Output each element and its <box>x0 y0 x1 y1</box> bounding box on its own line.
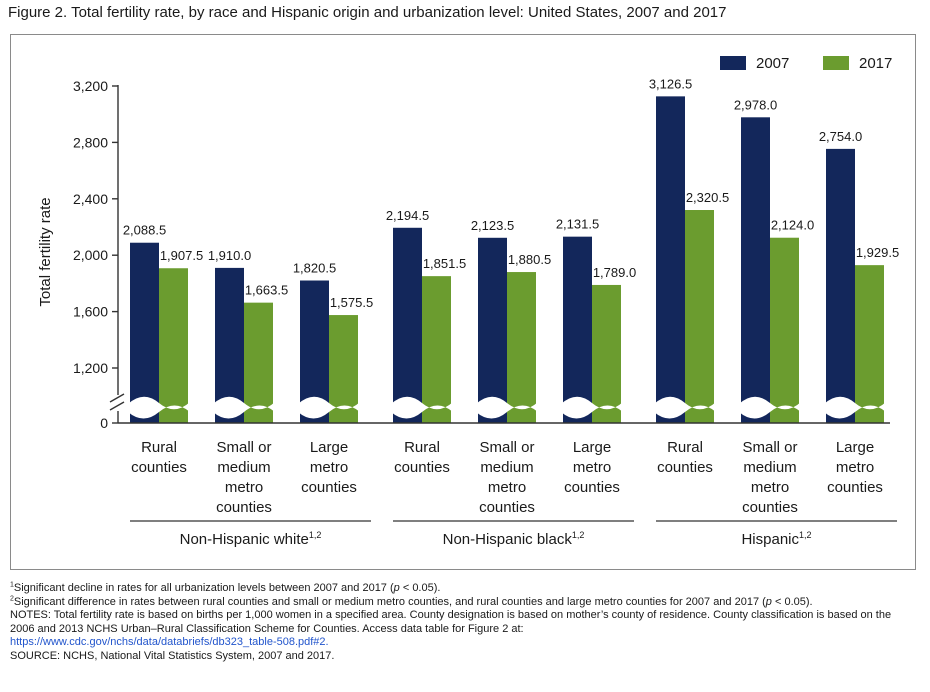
bar-2007 <box>656 96 685 423</box>
bar-2007 <box>393 227 422 423</box>
data-label: 1,851.5 <box>423 256 466 271</box>
data-table-link[interactable]: https://www.cdc.gov/nchs/data/databriefs… <box>10 636 329 648</box>
category-label: Large <box>573 439 611 456</box>
data-label: 1,820.5 <box>293 261 336 276</box>
category-label: Small or <box>742 439 797 456</box>
chart-frame <box>10 34 916 570</box>
axis-break-gap <box>824 396 886 419</box>
category-label: metro <box>573 459 611 476</box>
category-label: counties <box>394 459 450 476</box>
legend-label-2017: 2017 <box>859 55 892 72</box>
bar-2007 <box>130 242 159 423</box>
data-label: 2,088.5 <box>123 223 166 238</box>
bar-2017 <box>244 302 273 423</box>
y-tick-label: 2,800 <box>73 134 108 150</box>
category-label: counties <box>131 459 187 476</box>
category-label: counties <box>657 459 713 476</box>
category-label: Rural <box>667 439 703 456</box>
category-label: metro <box>225 479 263 496</box>
category-label: counties <box>827 479 883 496</box>
axis-break-gap <box>128 396 190 419</box>
data-label: 1,663.5 <box>245 283 288 298</box>
bar-2017 <box>329 315 358 423</box>
category-label: Rural <box>141 439 177 456</box>
data-label: 1,789.0 <box>593 265 636 280</box>
category-label: counties <box>216 499 272 516</box>
data-label: 2,131.5 <box>556 217 599 232</box>
category-label: metro <box>836 459 874 476</box>
footnotes: 1Significant decline in rates for all ur… <box>10 581 915 663</box>
y-tick-label: 1,600 <box>73 304 108 320</box>
bar-chart: 0 1,200 1,600 2,000 2,400 2,800 3,200 Total fer… <box>37 55 899 548</box>
y-tick-label: 0 <box>100 415 108 431</box>
category-label: Small or <box>216 439 271 456</box>
axis-break-gap <box>213 396 275 419</box>
category-label: medium <box>743 459 796 476</box>
category-label: counties <box>742 499 798 516</box>
bar-2017 <box>592 284 621 423</box>
axis-break-gap <box>739 396 801 419</box>
legend-swatch-2017 <box>823 56 849 70</box>
category-label: counties <box>479 499 535 516</box>
category-label: medium <box>217 459 270 476</box>
y-tick-label: 2,400 <box>73 191 108 207</box>
bar-2017 <box>770 237 799 423</box>
category-label: counties <box>301 479 357 496</box>
axis-break-gap <box>561 396 623 419</box>
legend-swatch-2007 <box>720 56 746 70</box>
data-label: 2,754.0 <box>819 129 862 144</box>
footnote-2: 2Significant difference in rates between… <box>10 594 813 608</box>
data-label: 1,910.0 <box>208 248 251 263</box>
category-label: medium <box>480 459 533 476</box>
data-label: 1,929.5 <box>856 245 899 260</box>
bar-2017 <box>685 210 714 423</box>
footnote-1: 1Significant decline in rates for all ur… <box>10 581 441 594</box>
data-label: 2,124.0 <box>771 218 814 233</box>
group-label: Non-Hispanic black1,2 <box>443 530 585 548</box>
group-label: Non-Hispanic white1,2 <box>180 530 322 548</box>
y-tick-label: 1,200 <box>73 360 108 376</box>
y-tick-label: 3,200 <box>73 78 108 94</box>
bar-2007 <box>741 117 770 423</box>
axis-break-gap <box>391 396 453 419</box>
bar-2017 <box>159 268 188 423</box>
axis-break-gap <box>298 396 360 419</box>
data-label: 2,123.5 <box>471 218 514 233</box>
legend-label-2007: 2007 <box>756 55 789 72</box>
data-label: 1,575.5 <box>330 295 373 310</box>
notes-text: NOTES: Total fertility rate is based on … <box>10 609 892 648</box>
bar-2007 <box>478 237 507 423</box>
data-label: 1,907.5 <box>160 248 203 263</box>
axis-break-mark <box>109 401 125 411</box>
category-label: Large <box>836 439 874 456</box>
bar-2017 <box>855 265 884 423</box>
figure-title: Figure 2. Total fertility rate, by race … <box>8 4 727 21</box>
data-label: 2,194.5 <box>386 208 429 223</box>
category-label: Small or <box>479 439 534 456</box>
bar-2017 <box>422 276 451 423</box>
y-axis-title: Total fertility rate <box>37 197 54 306</box>
category-label: Rural <box>404 439 440 456</box>
category-label: metro <box>751 479 789 496</box>
axis-break-gap <box>654 396 716 419</box>
data-label: 2,978.0 <box>734 97 777 112</box>
bar-2007 <box>826 148 855 424</box>
category-label: Large <box>310 439 348 456</box>
category-label: metro <box>310 459 348 476</box>
data-label: 3,126.5 <box>649 76 692 91</box>
group-label: Hispanic1,2 <box>741 530 811 548</box>
y-tick-label: 2,000 <box>73 247 108 263</box>
bar-2007 <box>563 236 592 423</box>
source-text: SOURCE: NCHS, National Vital Statistics … <box>10 649 335 662</box>
category-label: counties <box>564 479 620 496</box>
category-label: metro <box>488 479 526 496</box>
data-label: 2,320.5 <box>686 190 729 205</box>
axis-break-gap <box>476 396 538 419</box>
bar-2017 <box>507 272 536 423</box>
axis-break-mark <box>109 393 125 403</box>
data-label: 1,880.5 <box>508 252 551 267</box>
